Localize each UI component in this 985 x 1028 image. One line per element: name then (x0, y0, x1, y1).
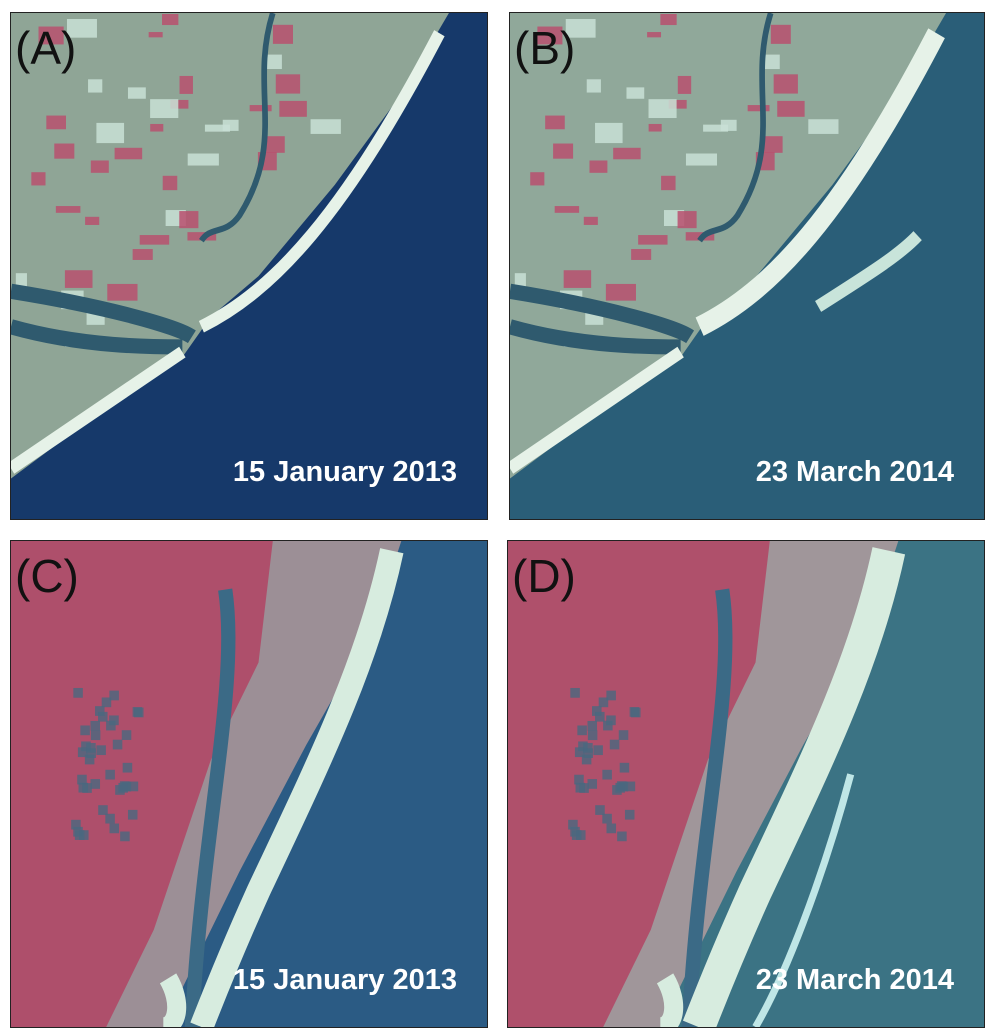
panel-label: (A) (15, 21, 76, 75)
panel-date: 23 March 2014 (756, 964, 954, 997)
page: (A) 15 January 2013 (B) 23 March 2014 (C) 1… (0, 0, 985, 1028)
image-panel: (A) 15 January 2013 (10, 12, 488, 520)
satellite-image (508, 541, 984, 1027)
image-panel: (D) 23 March 2014 (507, 540, 985, 1028)
satellite-image (11, 541, 487, 1027)
image-panel: (C) 15 January 2013 (10, 540, 488, 1028)
satellite-image (11, 13, 487, 519)
image-panel: (B) 23 March 2014 (509, 12, 985, 520)
panel-date: 15 January 2013 (233, 964, 457, 997)
panel-label: (C) (15, 549, 79, 603)
satellite-image (510, 13, 984, 519)
panel-date: 23 March 2014 (756, 456, 954, 489)
panel-label: (B) (514, 21, 575, 75)
panel-label: (D) (512, 549, 576, 603)
panel-date: 15 January 2013 (233, 456, 457, 489)
